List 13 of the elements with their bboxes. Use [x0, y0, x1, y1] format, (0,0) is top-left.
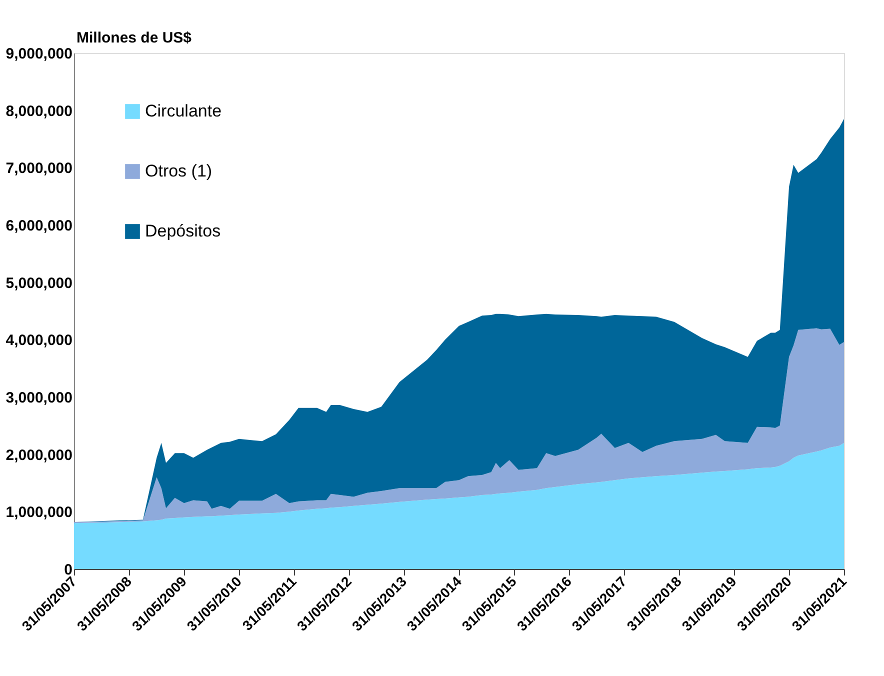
legend-label: Otros (1)	[145, 162, 212, 180]
legend-label: Depósitos	[145, 222, 221, 240]
y-tick-label: 9,000,000	[6, 46, 72, 62]
y-tick-label: 8,000,000	[6, 102, 72, 120]
y-tick-label: 5,000,000	[6, 274, 72, 292]
y-tick-label: 4,000,000	[6, 332, 72, 350]
y-tick-label: 2,000,000	[6, 446, 72, 464]
y-tick-label: 1,000,000	[6, 504, 72, 522]
y-tick-label: 3,000,000	[6, 390, 72, 406]
y-tick-label: 7,000,000	[6, 160, 72, 178]
y-tick-label: 6,000,000	[6, 218, 72, 234]
y-axis-title: Millones de US$	[76, 30, 192, 46]
legend-label: Circulante	[145, 102, 222, 120]
